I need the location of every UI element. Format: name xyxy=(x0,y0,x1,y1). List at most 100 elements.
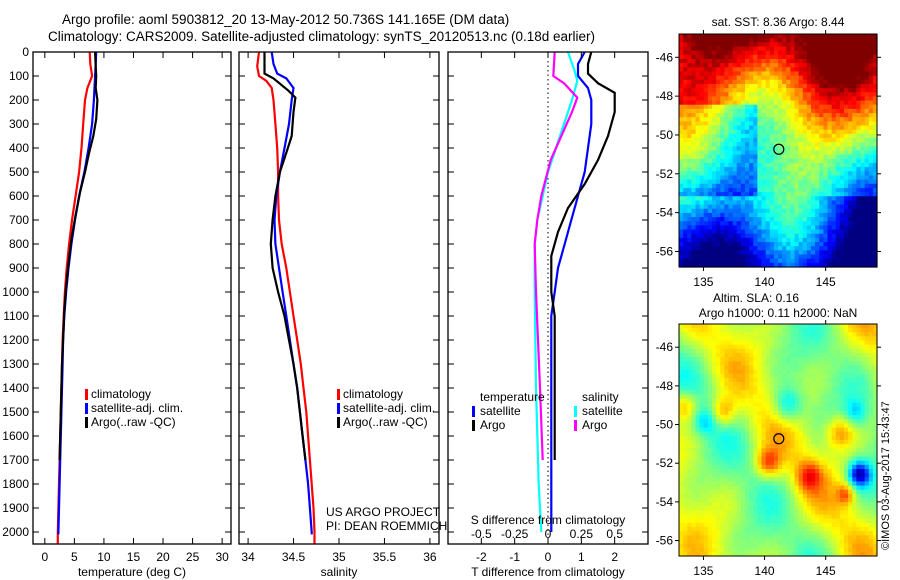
x-tick-label: 0 xyxy=(41,550,48,564)
heatmap-cell xyxy=(872,473,878,478)
heatmap-cell xyxy=(699,440,705,445)
heatmap-cell xyxy=(745,254,750,260)
heatmap-cell xyxy=(691,242,697,247)
heatmap-cell xyxy=(765,167,771,172)
heatmap-cell xyxy=(753,328,758,333)
heatmap-cell xyxy=(736,96,742,102)
heatmap-cell xyxy=(687,46,692,52)
heatmap-cell xyxy=(703,361,709,367)
heatmap-cell xyxy=(798,382,804,387)
heatmap-cell xyxy=(844,204,849,210)
heatmap-cell xyxy=(794,104,800,110)
heatmap-cell xyxy=(802,146,808,152)
heatmap-cell xyxy=(806,138,812,143)
heatmap-cell xyxy=(736,208,742,214)
heatmap-cell xyxy=(703,67,709,73)
heatmap-cell xyxy=(835,448,841,454)
heatmap-cell xyxy=(819,382,824,387)
heatmap-cell xyxy=(827,328,833,333)
heatmap-cell xyxy=(679,456,684,462)
y-tick-label: -50 xyxy=(656,128,674,142)
heatmap-cell xyxy=(839,142,845,147)
heatmap-cell xyxy=(712,100,717,106)
heatmap-cell xyxy=(720,79,725,85)
heatmap-cell xyxy=(679,423,684,429)
heatmap-cell xyxy=(745,365,750,371)
heatmap-cell xyxy=(745,42,750,48)
heatmap-cell xyxy=(761,481,767,487)
heatmap-cell xyxy=(831,38,837,43)
y-tick-label: 2000 xyxy=(2,525,29,539)
heatmap-cell xyxy=(794,477,800,483)
heatmap-cell xyxy=(835,390,841,396)
heatmap-cell xyxy=(679,411,684,416)
heatmap-cell xyxy=(852,340,857,346)
heatmap-cell xyxy=(703,435,709,441)
heatmap-cell xyxy=(740,129,746,135)
heatmap-cell xyxy=(827,493,833,499)
heatmap-cell xyxy=(844,373,849,379)
heatmap-cell xyxy=(782,58,787,64)
heatmap-cell xyxy=(740,233,746,239)
heatmap-cell xyxy=(736,154,742,160)
heatmap-cell xyxy=(724,83,730,89)
heatmap-cell xyxy=(786,150,791,156)
heatmap-cell xyxy=(844,113,849,118)
heatmap-cell xyxy=(679,237,684,243)
heatmap-cell xyxy=(732,121,738,127)
heatmap-cell xyxy=(782,419,787,425)
heatmap-cell xyxy=(786,444,791,449)
heatmap-cell xyxy=(687,336,692,342)
heatmap-cell xyxy=(827,382,833,387)
heatmap-cell xyxy=(736,365,742,371)
heatmap-cell xyxy=(823,88,829,93)
heatmap-cell xyxy=(707,225,713,231)
heatmap-cell xyxy=(786,411,791,416)
heatmap-cell xyxy=(794,464,800,470)
heatmap-cell xyxy=(806,336,812,342)
heatmap-cell xyxy=(740,133,746,139)
heatmap-cell xyxy=(811,361,816,367)
heatmap-cell xyxy=(724,121,730,127)
heatmap-cell xyxy=(835,423,841,429)
heatmap-cell xyxy=(695,171,701,177)
heatmap-cell xyxy=(724,402,730,408)
heatmap-cell xyxy=(806,390,812,396)
heatmap-cell xyxy=(724,79,730,85)
heatmap-cell xyxy=(802,192,808,197)
heatmap-cell xyxy=(864,390,870,396)
heatmap-cell xyxy=(868,386,874,391)
heatmap-cell xyxy=(806,456,812,462)
heatmap-cell xyxy=(852,104,857,110)
heatmap-cell xyxy=(683,473,688,478)
heatmap-cell xyxy=(691,171,697,177)
heatmap-cell xyxy=(720,46,725,52)
heatmap-cell xyxy=(848,129,853,135)
heatmap-cell xyxy=(811,440,816,445)
heatmap-cell xyxy=(707,179,713,185)
heatmap-cell xyxy=(872,353,878,358)
heatmap-cell xyxy=(872,386,878,391)
heatmap-cell xyxy=(736,233,742,239)
heatmap-cell xyxy=(765,217,771,222)
heatmap-cell xyxy=(844,50,849,56)
heatmap-cell xyxy=(712,63,717,68)
heatmap-cell xyxy=(835,58,841,64)
heatmap-cell xyxy=(848,456,853,462)
heatmap-cell xyxy=(687,146,692,152)
heatmap-cell xyxy=(683,146,688,152)
heatmap-cell xyxy=(716,34,721,39)
heatmap-cell xyxy=(745,493,750,499)
heatmap-cell xyxy=(848,146,853,152)
heatmap-cell xyxy=(831,456,837,462)
heatmap-cell xyxy=(802,394,808,400)
heatmap-cell xyxy=(687,493,692,499)
heatmap-cell xyxy=(773,158,779,164)
heatmap-cell xyxy=(761,50,767,56)
heatmap-cell xyxy=(786,473,791,478)
heatmap-cell xyxy=(827,142,833,147)
heatmap-cell xyxy=(823,233,829,239)
heatmap-cell xyxy=(868,336,874,342)
heatmap-cell xyxy=(740,324,746,329)
heatmap-cell xyxy=(790,229,796,235)
